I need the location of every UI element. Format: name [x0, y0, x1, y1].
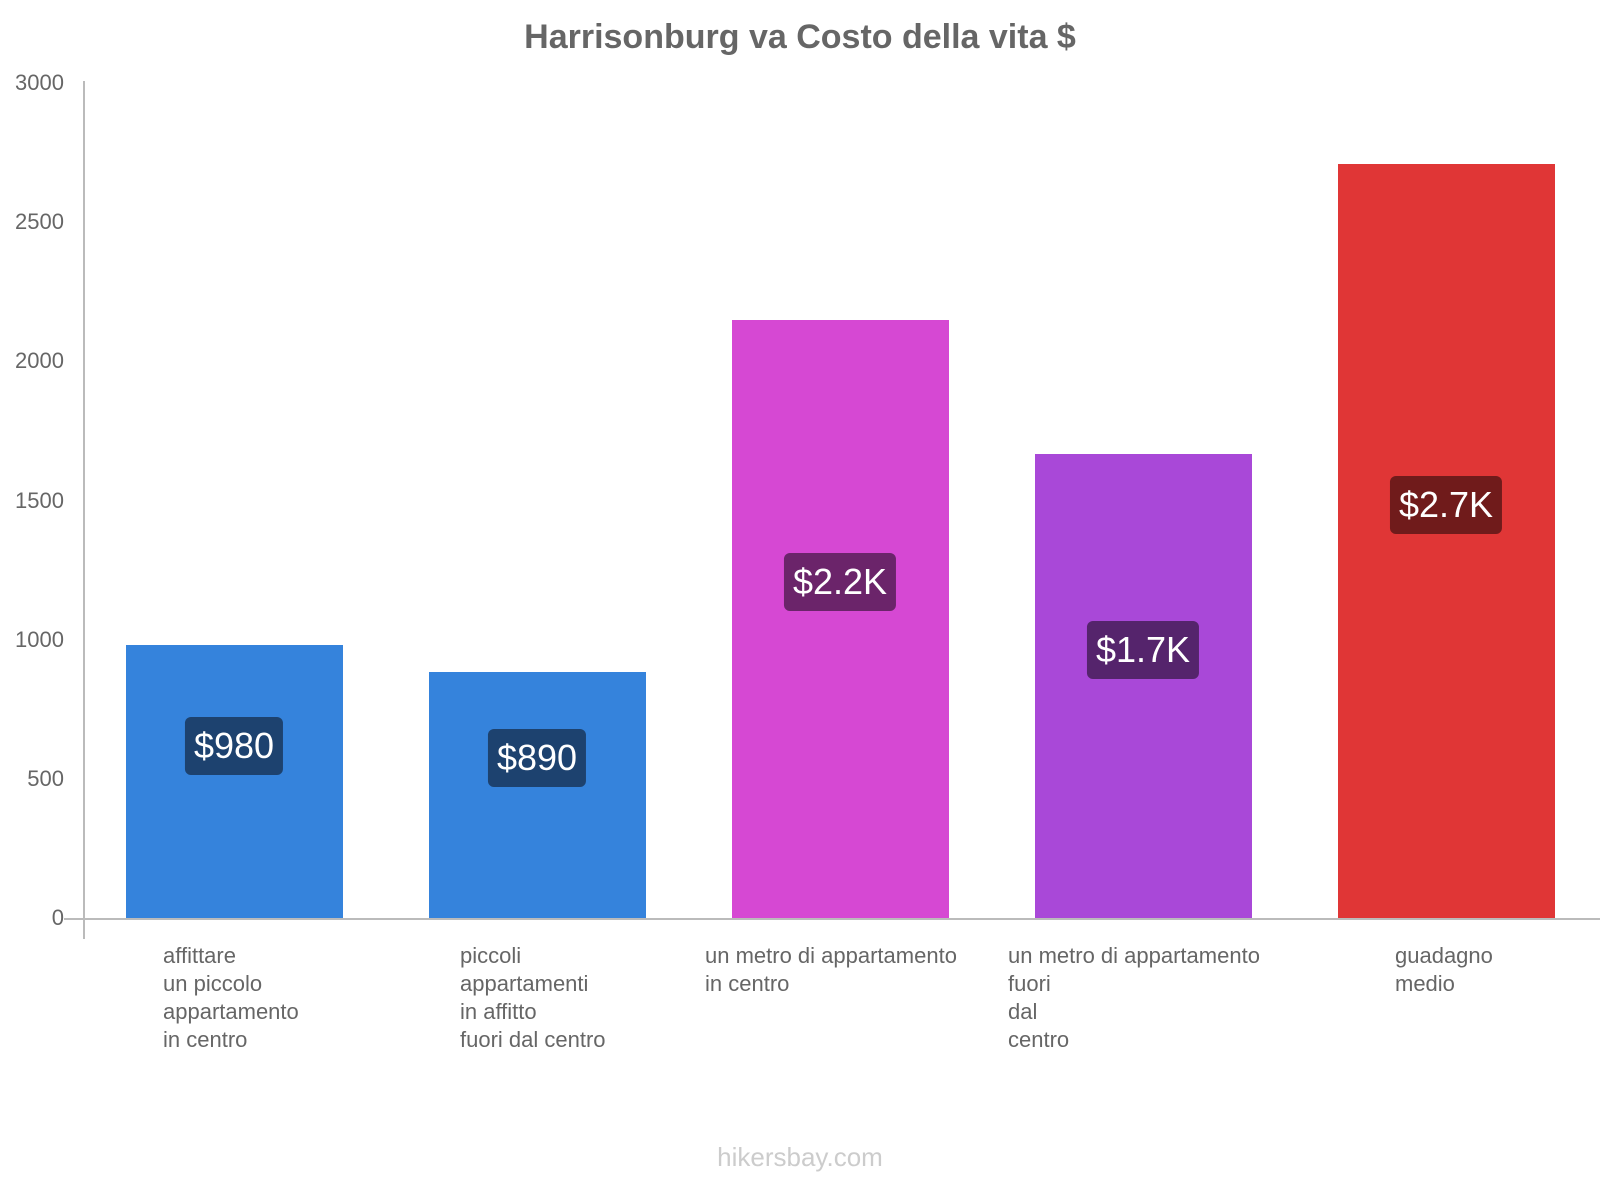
bar[interactable]: [1034, 454, 1252, 918]
y-tick-label: 2500: [15, 209, 64, 235]
x-category-label: guadagno medio: [1395, 943, 1493, 996]
y-tick-label: 1500: [15, 487, 64, 513]
x-category-label: piccoli appartamenti in affitto fuori da…: [460, 943, 606, 1052]
bar[interactable]: [731, 319, 949, 918]
y-axis-line: [83, 81, 85, 939]
y-tick-label: 500: [27, 765, 64, 791]
bar-value-label: $980: [184, 717, 284, 775]
bar-value-label: $890: [487, 729, 587, 787]
y-tick-mark: [70, 918, 83, 919]
bar[interactable]: [125, 645, 343, 918]
bar-value-label: $2.2K: [783, 553, 897, 611]
watermark: hikersbay.com: [717, 1142, 883, 1172]
x-category-label: affittare un piccolo appartamento in cen…: [163, 943, 299, 1052]
y-tick-label: 2000: [15, 348, 64, 374]
y-tick-label: 1000: [15, 626, 64, 652]
y-tick-label: 3000: [15, 70, 64, 95]
bar[interactable]: [1337, 163, 1555, 918]
chart-title: Harrisonburg va Costo della vita $: [524, 18, 1076, 56]
y-tick-label: 0: [51, 905, 64, 930]
bar-value-label: $2.7K: [1389, 476, 1503, 534]
bar-value-label: $1.7K: [1086, 621, 1200, 679]
bar[interactable]: [428, 671, 646, 918]
x-category-label: un metro di appartamento fuori dal centr…: [1008, 943, 1260, 1052]
x-axis-line: [64, 918, 1600, 920]
x-category-label: un metro di appartamento in centro: [705, 943, 957, 996]
